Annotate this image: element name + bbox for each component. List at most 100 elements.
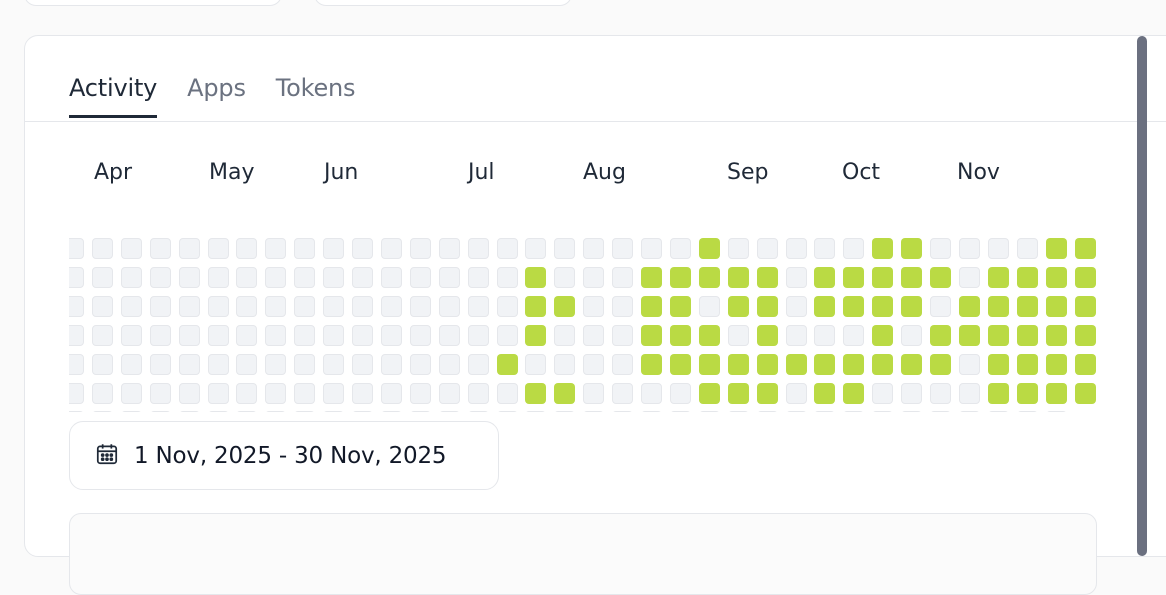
heatmap-cell[interactable] [178,353,200,375]
heatmap-cell[interactable] [987,382,1009,404]
heatmap-cell[interactable] [207,266,229,288]
heatmap-cell[interactable] [785,411,807,412]
heatmap-cell[interactable] [352,324,373,346]
heatmap-cell[interactable] [987,295,1009,317]
heatmap-cell[interactable] [698,266,720,288]
heatmap-cell[interactable] [525,353,547,375]
heatmap-cell[interactable] [814,411,836,412]
heatmap-cell[interactable] [612,324,634,346]
heatmap-cell[interactable] [120,353,142,375]
heatmap-cell[interactable] [352,238,373,259]
heatmap-cell[interactable] [438,324,460,346]
heatmap-cell[interactable] [814,238,836,259]
heatmap-cell[interactable] [1045,238,1067,259]
heatmap-cell[interactable] [583,411,605,412]
heatmap-cell[interactable] [323,324,345,346]
heatmap-cell[interactable] [120,324,142,346]
heatmap-cell[interactable] [207,238,229,259]
heatmap-cell[interactable] [1045,353,1067,375]
heatmap-cell[interactable] [669,324,691,346]
heatmap-cell[interactable] [1074,382,1096,404]
heatmap-cell[interactable] [669,382,691,404]
heatmap-cell[interactable] [785,382,807,404]
heatmap-cell[interactable] [178,382,200,404]
heatmap-cell[interactable] [120,238,142,259]
heatmap-cell[interactable] [409,353,431,375]
heatmap-cell[interactable] [265,295,287,317]
heatmap-cell[interactable] [294,382,316,404]
heatmap-cell[interactable] [525,382,547,404]
heatmap-cell[interactable] [380,266,402,288]
heatmap-cell[interactable] [756,266,778,288]
heatmap-cell[interactable] [872,266,894,288]
heatmap-cell[interactable] [1016,353,1038,375]
heatmap-cell[interactable] [120,382,142,404]
heatmap-cell[interactable] [669,238,691,259]
heatmap-cell[interactable] [727,411,749,412]
heatmap-cell[interactable] [380,238,402,259]
heatmap-cell[interactable] [352,295,373,317]
heatmap-cell[interactable] [467,353,489,375]
heatmap-cell[interactable] [149,382,171,404]
heatmap-cell[interactable] [91,353,113,375]
heatmap-cell[interactable] [380,411,402,412]
heatmap-cell[interactable] [987,266,1009,288]
heatmap-cell[interactable] [380,353,402,375]
heatmap-cell[interactable] [496,266,518,288]
heatmap-cell[interactable] [265,382,287,404]
heatmap-cell[interactable] [69,382,84,404]
heatmap-cell[interactable] [236,324,258,346]
heatmap-cell[interactable] [641,295,662,317]
date-range-picker[interactable]: 1 Nov, 2025 - 30 Nov, 2025 [69,421,499,490]
heatmap-cell[interactable] [814,382,836,404]
heatmap-cell[interactable] [1074,324,1096,346]
heatmap-cell[interactable] [1074,353,1096,375]
tab-activity[interactable]: Activity [69,74,157,118]
heatmap-cell[interactable] [149,353,171,375]
heatmap-cell[interactable] [69,266,84,288]
heatmap-cell[interactable] [583,295,605,317]
heatmap-cell[interactable] [1016,238,1038,259]
heatmap-cell[interactable] [323,238,345,259]
heatmap-cell[interactable] [930,238,951,259]
heatmap-cell[interactable] [612,266,634,288]
heatmap-cell[interactable] [756,411,778,412]
heatmap-cell[interactable] [467,411,489,412]
heatmap-cell[interactable] [265,324,287,346]
heatmap-cell[interactable] [612,238,634,259]
heatmap-cell[interactable] [207,411,229,412]
heatmap-cell[interactable] [1074,295,1096,317]
heatmap-cell[interactable] [958,411,980,412]
heatmap-cell[interactable] [612,382,634,404]
heatmap-cell[interactable] [69,411,84,412]
heatmap-cell[interactable] [265,411,287,412]
heatmap-cell[interactable] [352,266,373,288]
heatmap-cell[interactable] [438,266,460,288]
heatmap-cell[interactable] [323,411,345,412]
heatmap-cell[interactable] [554,238,576,259]
heatmap-cell[interactable] [930,266,951,288]
heatmap-cell[interactable] [554,266,576,288]
heatmap-cell[interactable] [294,411,316,412]
heatmap-cell[interactable] [265,238,287,259]
heatmap-cell[interactable] [727,324,749,346]
heatmap-cell[interactable] [698,382,720,404]
heatmap-cell[interactable] [91,266,113,288]
heatmap-cell[interactable] [236,295,258,317]
heatmap-cell[interactable] [583,353,605,375]
heatmap-cell[interactable] [641,266,662,288]
heatmap-cell[interactable] [178,411,200,412]
heatmap-cell[interactable] [178,266,200,288]
heatmap-cell[interactable] [438,238,460,259]
heatmap-cell[interactable] [901,295,923,317]
heatmap-cell[interactable] [727,353,749,375]
heatmap-cell[interactable] [149,411,171,412]
heatmap-cell[interactable] [930,324,951,346]
heatmap-cell[interactable] [91,382,113,404]
heatmap-cell[interactable] [207,382,229,404]
heatmap-cell[interactable] [323,353,345,375]
heatmap-cell[interactable] [930,411,951,412]
heatmap-cell[interactable] [236,238,258,259]
heatmap-cell[interactable] [727,382,749,404]
heatmap-cell[interactable] [1045,382,1067,404]
